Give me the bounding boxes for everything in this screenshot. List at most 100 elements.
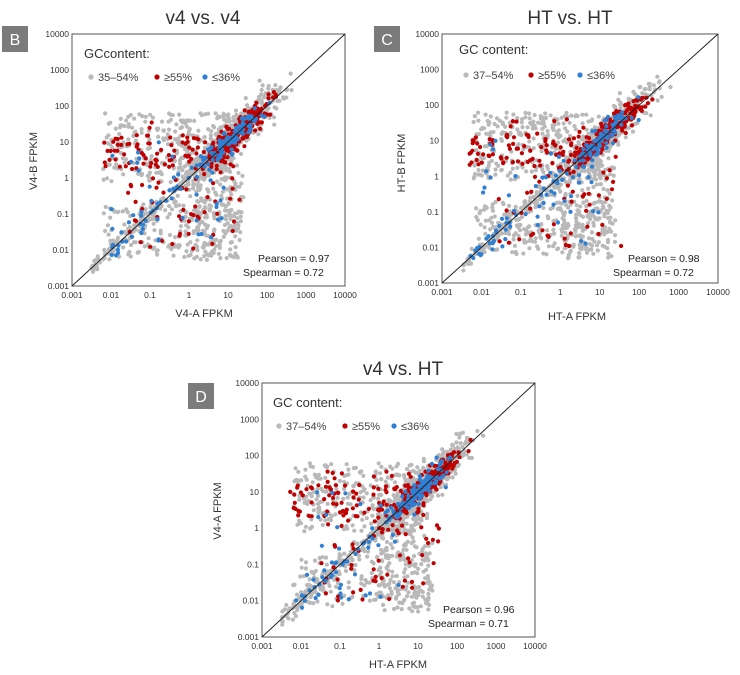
- data-point: [174, 122, 179, 127]
- data-point: [425, 574, 430, 579]
- data-point: [199, 231, 204, 237]
- data-point: [169, 143, 174, 148]
- data-point: [514, 119, 519, 124]
- data-point: [421, 465, 426, 470]
- data-point: [197, 204, 202, 209]
- data-point: [531, 146, 536, 151]
- data-point: [200, 198, 205, 203]
- data-point: [636, 95, 641, 100]
- data-point: [412, 594, 417, 599]
- data-point: [572, 153, 577, 158]
- data-point: [391, 606, 397, 612]
- data-point: [218, 238, 223, 243]
- data-point: [515, 146, 521, 151]
- data-point: [210, 158, 215, 163]
- data-point: [212, 227, 217, 232]
- data-point: [518, 206, 524, 211]
- data-point: [586, 136, 592, 141]
- data-point: [501, 161, 506, 166]
- data-point: [176, 165, 181, 171]
- data-point: [314, 497, 319, 502]
- data-point: [195, 182, 201, 187]
- data-point: [372, 597, 377, 603]
- data-point: [581, 200, 586, 205]
- data-point: [562, 198, 567, 204]
- data-point: [469, 455, 474, 461]
- data-point: [386, 556, 391, 561]
- data-point: [114, 253, 119, 258]
- legend-label-high: ≥55%: [164, 72, 192, 84]
- data-point: [580, 188, 585, 193]
- data-point: [476, 110, 481, 115]
- data-point: [359, 528, 364, 533]
- data-point: [215, 116, 220, 121]
- data-point: [560, 229, 565, 234]
- data-point: [511, 135, 517, 140]
- data-point: [346, 585, 351, 590]
- data-point: [208, 146, 213, 151]
- data-point: [190, 150, 195, 155]
- data-point: [593, 177, 599, 182]
- data-point: [156, 134, 161, 139]
- data-point: [521, 251, 526, 256]
- data-point: [530, 156, 535, 161]
- data-point: [590, 129, 595, 134]
- data-point: [156, 140, 161, 145]
- data-point: [580, 168, 585, 173]
- data-point: [483, 231, 488, 236]
- data-point: [362, 524, 367, 529]
- data-point: [528, 206, 533, 211]
- data-point: [284, 602, 289, 608]
- data-point: [504, 216, 509, 221]
- data-point: [234, 112, 239, 117]
- data-point: [159, 238, 165, 243]
- data-point: [121, 172, 126, 177]
- data-point: [102, 160, 107, 165]
- data-point: [596, 114, 601, 119]
- data-point: [504, 115, 509, 120]
- data-point: [515, 165, 520, 170]
- data-point: [416, 609, 421, 614]
- data-point: [523, 115, 528, 120]
- data-point: [316, 510, 321, 515]
- legend: 35–54% ≥55% ≤36%: [88, 72, 240, 84]
- data-point: [117, 164, 122, 169]
- data-point: [286, 616, 291, 621]
- data-point: [575, 193, 580, 198]
- data-point: [606, 156, 611, 161]
- data-point: [120, 209, 125, 214]
- data-point: [600, 243, 605, 248]
- data-point: [546, 244, 552, 249]
- data-point: [126, 190, 131, 195]
- data-point: [102, 140, 107, 145]
- data-point: [610, 133, 615, 138]
- data-point: [594, 182, 599, 187]
- data-point: [636, 117, 641, 123]
- x-tick-label: 1: [187, 290, 192, 300]
- data-point: [259, 120, 264, 125]
- data-point: [194, 244, 199, 249]
- data-point: [238, 151, 244, 156]
- data-point: [241, 131, 246, 136]
- data-point: [514, 212, 519, 218]
- data-point: [320, 555, 325, 560]
- data-point: [107, 162, 112, 167]
- data-point: [576, 211, 581, 216]
- data-point: [556, 154, 561, 159]
- data-point: [133, 138, 138, 143]
- data-point: [253, 128, 258, 133]
- data-point: [213, 111, 218, 116]
- y-axis-label: HT-B FPKM: [396, 134, 408, 193]
- data-point: [644, 95, 649, 100]
- data-point: [182, 119, 188, 124]
- data-point: [595, 147, 600, 152]
- data-point: [211, 186, 216, 191]
- data-point: [567, 133, 573, 138]
- data-point: [596, 193, 602, 198]
- data-point: [182, 146, 187, 151]
- data-point: [383, 479, 388, 484]
- data-point: [114, 162, 119, 167]
- data-point: [545, 233, 550, 238]
- data-point: [629, 123, 635, 128]
- data-point: [304, 494, 309, 499]
